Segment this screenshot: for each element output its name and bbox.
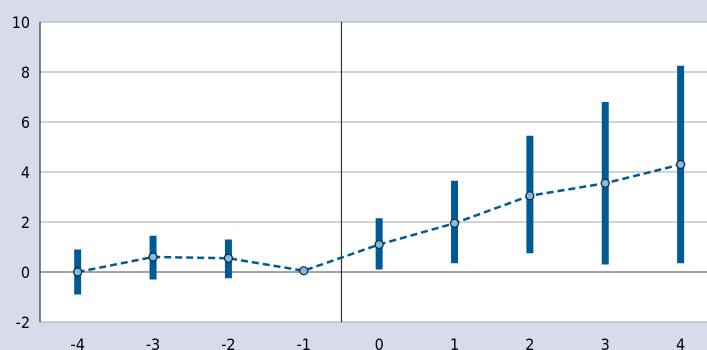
y-tick-label: 2 xyxy=(21,213,30,232)
x-tick-label: 0 xyxy=(375,335,384,350)
x-tick-label: -2 xyxy=(221,335,235,350)
x-tick-label: -4 xyxy=(71,335,85,350)
data-point xyxy=(223,253,234,263)
x-tick-label: 2 xyxy=(525,335,534,350)
y-tick-label: -2 xyxy=(16,313,30,332)
data-point xyxy=(148,252,158,262)
data-point xyxy=(525,191,535,201)
y-tick-label: 4 xyxy=(21,163,30,182)
y-tick-label: 10 xyxy=(12,13,30,32)
data-point xyxy=(299,266,309,276)
y-tick-label: 8 xyxy=(21,63,30,82)
x-tick-label: -3 xyxy=(146,335,160,350)
y-tick-label: 0 xyxy=(21,263,30,282)
data-point xyxy=(600,178,610,188)
data-point xyxy=(374,239,384,250)
data-point xyxy=(73,267,83,277)
x-tick-label: 4 xyxy=(676,335,685,350)
y-tick-label: 6 xyxy=(21,113,30,132)
x-tick-label: 3 xyxy=(601,335,610,350)
x-tick-label: 1 xyxy=(450,335,459,350)
data-point xyxy=(675,159,686,170)
data-point xyxy=(449,218,460,228)
x-tick-label: -1 xyxy=(297,335,311,350)
